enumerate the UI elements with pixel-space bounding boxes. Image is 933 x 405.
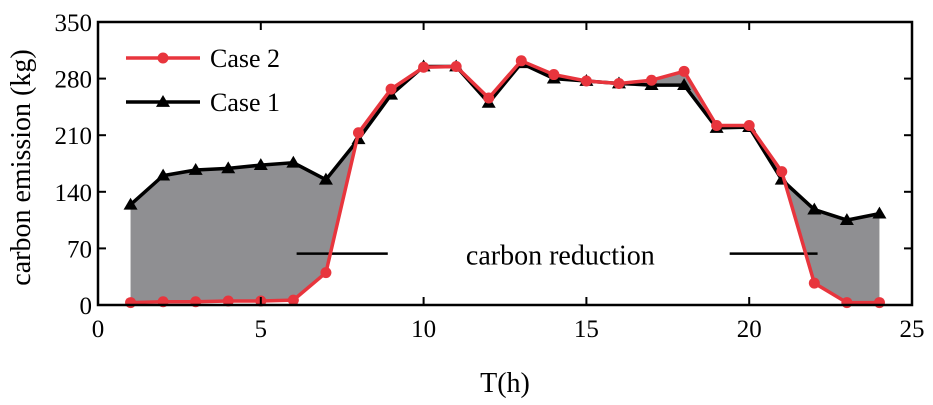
data-point [646,74,658,86]
legend: Case 2 Case 1 [126,44,280,117]
data-point [743,119,755,131]
legend-entry-case-1: Case 1 [126,88,280,117]
data-point [839,213,854,225]
data-point [188,162,203,175]
legend-label: Case 2 [210,44,280,73]
data-point [221,161,236,174]
data-point [320,267,332,279]
shaded-area [130,60,880,303]
y-tick-label: 0 [80,293,93,320]
legend-entry-case-2: Case 2 [126,44,280,73]
data-point [711,119,723,131]
series-layer [123,55,887,309]
x-tick-label: 25 [900,316,925,343]
data-point [873,297,885,309]
series-case-2 [125,55,885,309]
data-point [841,297,853,309]
data-point [123,197,138,210]
data-point [450,60,462,72]
x-tick-label: 15 [574,316,599,343]
annotation-label: carbon reduction [466,241,655,272]
data-point [286,155,301,168]
legend-label: Case 1 [210,88,280,117]
data-point [287,294,299,306]
data-point [253,158,268,171]
data-point [548,69,560,81]
carbon-reduction-area [130,60,880,303]
data-point [808,277,820,289]
data-point [613,77,625,89]
data-point [418,61,430,73]
data-point [872,206,887,219]
x-tick-label: 5 [255,316,268,343]
data-point [385,83,397,95]
carbon-reduction-annotation: carbon reduction [296,241,818,272]
axes: 0 5 10 15 20 25 0 70 140 210 280 350 [55,10,925,343]
plot-area-frame [96,20,914,307]
x-tick-label: 0 [92,316,105,343]
data-point [318,172,333,185]
data-point [807,202,822,215]
x-tick-label: 10 [411,316,436,343]
data-point [483,92,495,104]
y-tick-label: 350 [55,10,93,37]
data-point [156,168,171,181]
y-tick-label: 70 [67,236,92,263]
y-tick-label: 280 [55,67,93,94]
y-tick-label: 210 [55,123,93,150]
x-tick-label: 20 [737,316,762,343]
x-axis-title: T(h) [480,368,530,399]
data-point [677,78,692,90]
legend-marker [157,52,169,64]
data-point [515,55,527,67]
data-point [678,65,690,77]
data-point [776,166,788,178]
data-point [352,127,364,139]
data-point [125,297,137,309]
legend-marker [156,95,170,107]
y-tick-label: 140 [55,180,93,207]
data-point [222,295,234,307]
data-point [580,75,592,87]
y-axis-title: carbon emission (kg) [6,49,37,285]
